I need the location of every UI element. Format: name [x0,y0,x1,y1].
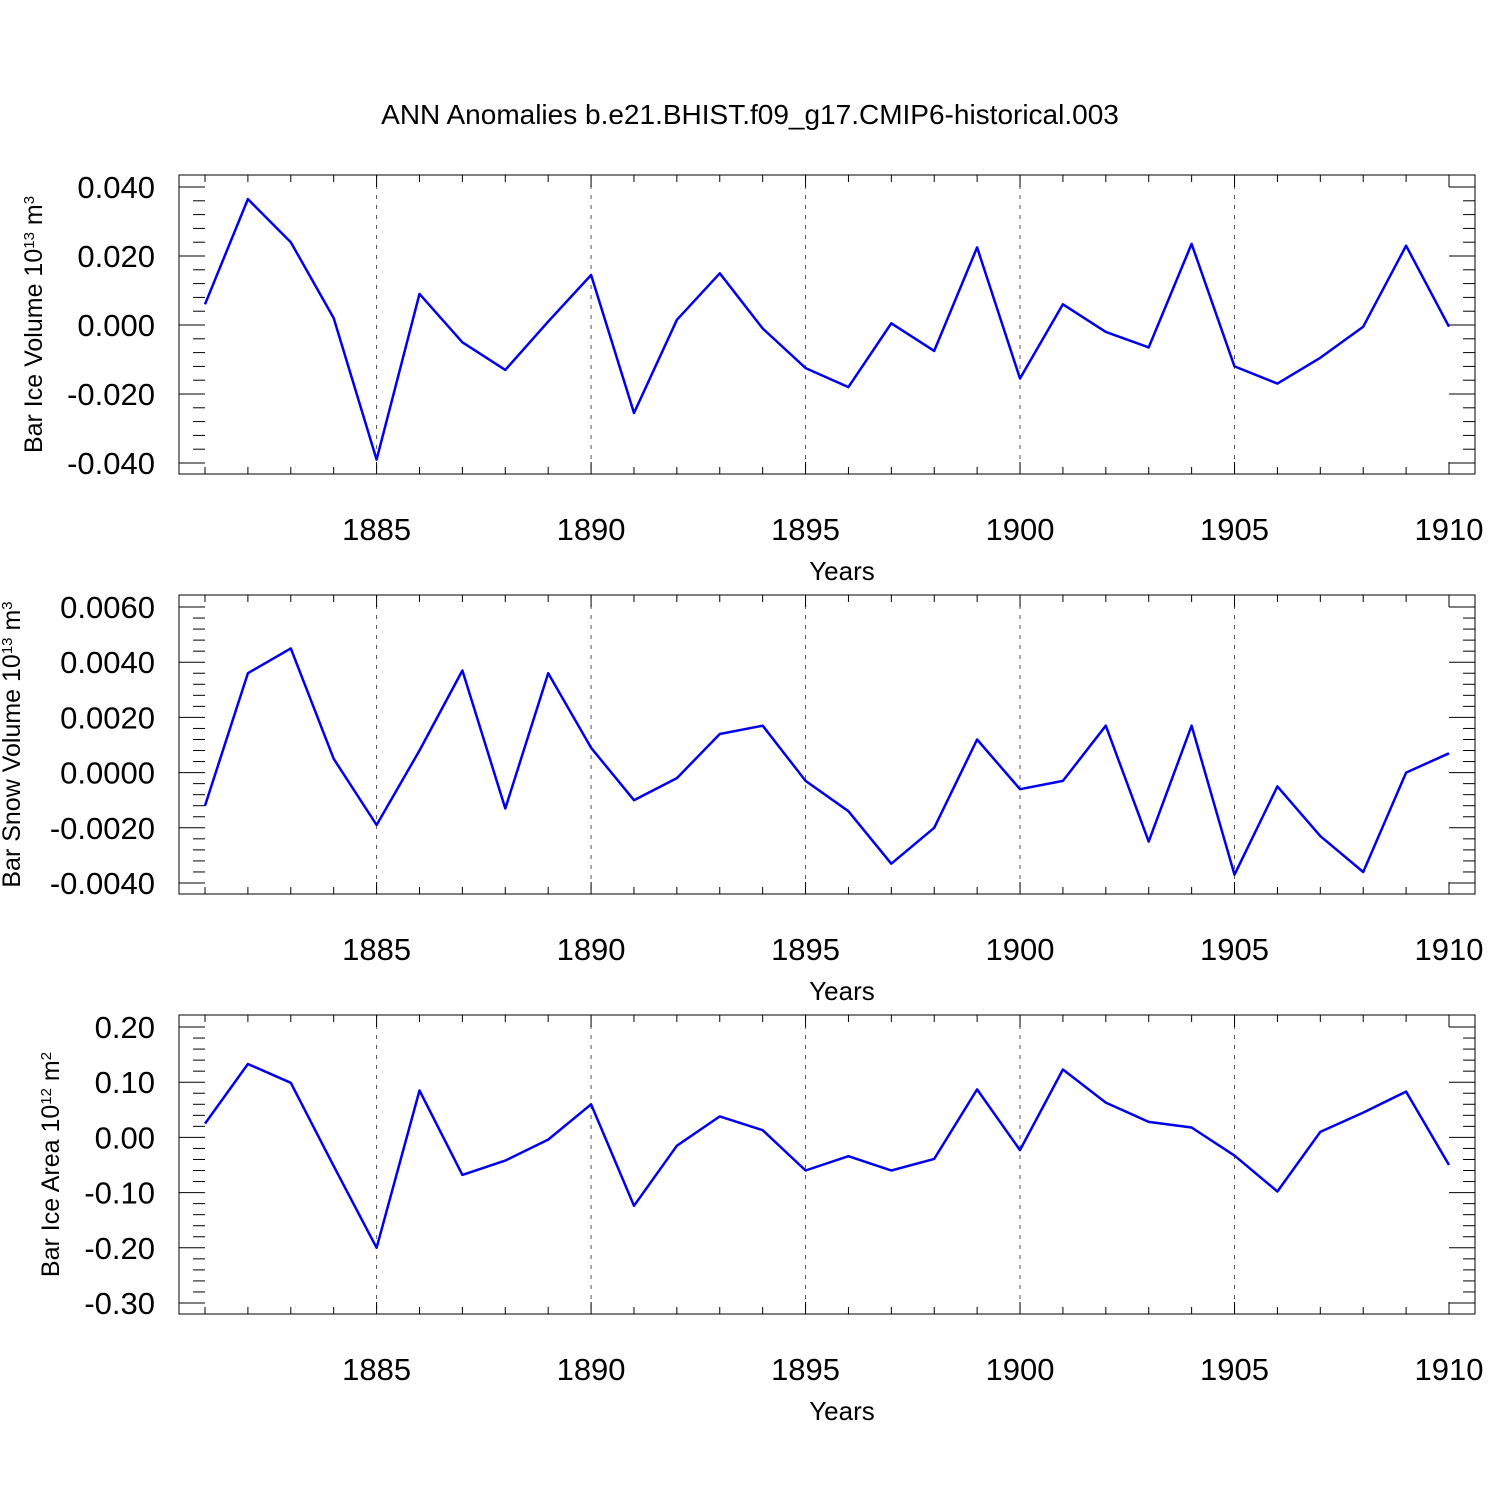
x-tick-label: 1895 [771,932,840,967]
x-tick-label: 1900 [986,1352,1055,1387]
y-axis-label: Bar Ice Volume 1013 m3 [20,196,48,453]
plot-frame [178,594,1476,895]
x-axis-label: Years [809,1396,875,1426]
x-tick-label: 1910 [1415,1352,1484,1387]
y-tick-label: 0.020 [77,239,155,274]
x-axis-label: Years [809,976,875,1006]
panels: -0.040 -0.020 0.000 0.020 0.040 1885 1890 1895 1… [0,170,1483,1426]
x-tick-label: 1910 [1415,512,1484,547]
y-tick-label: -0.0040 [50,866,155,901]
x-tick-label: 1890 [557,512,626,547]
y-tick-label: 0.0000 [60,756,155,791]
figure-title: ANN Anomalies b.e21.BHIST.f09_g17.CMIP6-… [381,99,1119,130]
x-tick-label: 1890 [557,932,626,967]
x-tick-label: 1895 [771,1352,840,1387]
y-tick-label: 0.00 [95,1120,155,1155]
x-tick-label: 1900 [986,932,1055,967]
x-tick-label: 1885 [342,932,411,967]
y-axis-label: Bar Ice Area 1012 m2 [37,1052,65,1277]
x-tick-label: 1885 [342,1352,411,1387]
y-tick-label: 0.0060 [60,590,155,625]
y-tick-label: -0.040 [67,446,155,481]
series-line [203,1062,1451,1250]
y-tick-label: -0.0020 [50,811,155,846]
x-tick-label: 1885 [342,512,411,547]
series-line [203,197,1451,461]
panel-3: -0.30 -0.20 -0.10 0.00 0.10 0.20 1885 1890 1895 1… [37,1010,1483,1426]
y-tick-label: -0.020 [67,377,155,412]
panel-2: -0.0040 -0.0020 0.0000 0.0020 0.0040 0.0060 18… [0,590,1483,1006]
y-tick-label: -0.20 [84,1231,155,1266]
x-tick-label: 1905 [1200,1352,1269,1387]
x-tick-label: 1910 [1415,932,1484,967]
y-tick-label: 0.0020 [60,700,155,735]
y-tick-label: 0.040 [77,170,155,205]
panel-1: -0.040 -0.020 0.000 0.020 0.040 1885 1890 1895 1… [20,170,1483,586]
x-tick-label: 1905 [1200,932,1269,967]
x-tick-label: 1905 [1200,512,1269,547]
x-tick-label: 1890 [557,1352,626,1387]
x-tick-label: 1900 [986,512,1055,547]
y-tick-label: 0.000 [77,308,155,343]
series-line [203,647,1450,876]
y-tick-label: 0.20 [95,1010,155,1045]
y-tick-label: -0.10 [84,1176,155,1211]
y-tick-label: 0.0040 [60,645,155,680]
x-tick-label: 1895 [771,512,840,547]
x-axis-label: Years [809,556,875,586]
y-tick-label: -0.30 [84,1286,155,1321]
plot-frame [178,174,1476,475]
y-axis-label: Bar Snow Volume 1013 m3 [0,601,26,887]
y-tick-label: 0.10 [95,1065,155,1100]
plot-frame [178,1014,1476,1315]
